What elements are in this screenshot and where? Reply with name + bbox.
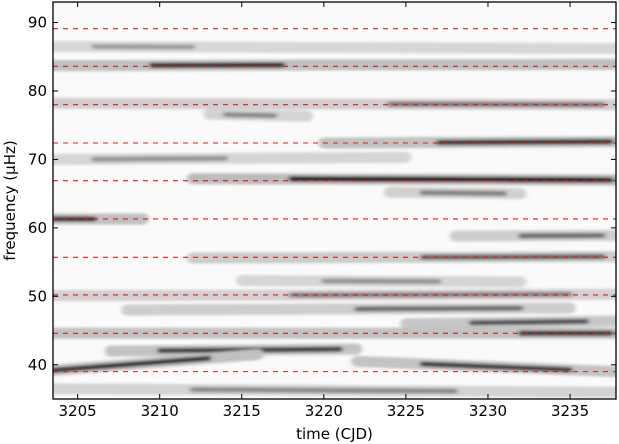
x-axis-label: time (CJD) xyxy=(296,425,373,443)
ridge-core-10 xyxy=(288,291,573,298)
ridge-core-8 xyxy=(419,254,606,260)
x-tick-label-6: 3235 xyxy=(551,402,589,420)
intensity-ridges xyxy=(53,40,616,398)
ridge-halo-0 xyxy=(53,58,616,72)
x-tick-label-1: 3210 xyxy=(141,402,179,420)
ridge-core-17 xyxy=(190,387,458,394)
y-axis: 40 50 60 70 80 90 xyxy=(28,14,616,374)
y-tick-label-0: 40 xyxy=(28,356,47,374)
ridge-core-4 xyxy=(288,176,614,183)
y-tick-label-2: 60 xyxy=(28,219,47,237)
plot-frame xyxy=(52,1,617,400)
y-tick-label-3: 70 xyxy=(28,150,47,168)
x-axis: 3205 3210 3215 3220 3225 3230 3235 xyxy=(59,2,589,420)
x-tick-label-2: 3215 xyxy=(223,402,261,420)
x-tick-label-3: 3220 xyxy=(305,402,343,420)
ridge-core-3 xyxy=(436,139,614,145)
y-tick-label-5: 90 xyxy=(28,14,47,32)
y-tick-label-1: 50 xyxy=(28,287,47,305)
ridge-core-19 xyxy=(91,155,228,162)
reference-lines xyxy=(53,28,616,373)
y-tick-label-4: 80 xyxy=(28,82,47,100)
ridge-core-11 xyxy=(354,305,524,312)
ridge-core-9 xyxy=(321,278,442,285)
y-axis-label: frequency (μHz) xyxy=(1,140,19,260)
ridge-core-2 xyxy=(222,112,278,119)
x-tick-label-4: 3225 xyxy=(387,402,425,420)
ridge-core-16 xyxy=(419,361,573,373)
ridge-core-5 xyxy=(419,190,507,196)
x-tick-label-0: 3205 xyxy=(59,402,97,420)
x-tick-label-5: 3230 xyxy=(469,402,507,420)
ridge-core-15 xyxy=(53,355,212,373)
ridge-core-12 xyxy=(469,318,589,326)
